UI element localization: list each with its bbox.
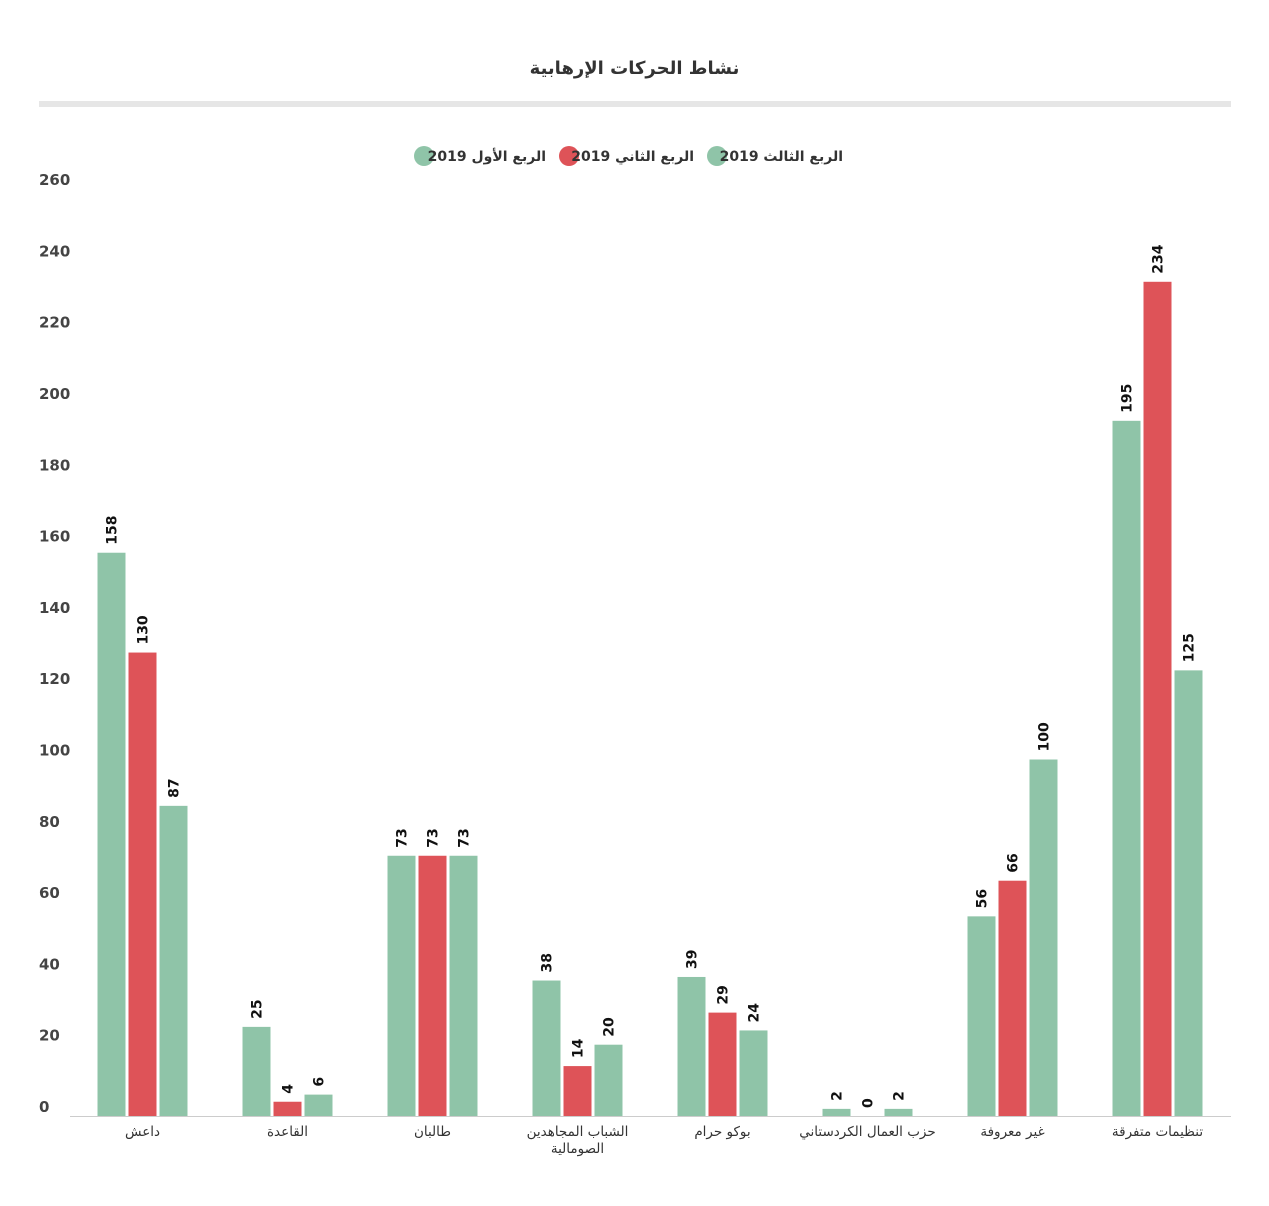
data-label: 66 [1006, 853, 1022, 872]
legend-swatch [414, 146, 434, 166]
legend-swatch [559, 146, 579, 166]
bar [1174, 670, 1203, 1116]
bar [967, 916, 996, 1116]
bar [242, 1026, 271, 1116]
data-label: 2 [892, 1091, 908, 1101]
bar [1112, 420, 1141, 1116]
y-tick-label: 180 [39, 456, 70, 474]
data-label: 2 [830, 1091, 846, 1101]
x-tick-label: حزب العمال الكردستاني [799, 1124, 935, 1140]
data-label: 20 [602, 1017, 618, 1037]
data-label: 87 [167, 778, 183, 797]
data-label: 130 [136, 615, 152, 644]
data-label: 56 [975, 889, 991, 908]
data-label: 25 [250, 999, 266, 1018]
x-tick-label: الصومالية [551, 1141, 604, 1157]
y-tick-label: 260 [39, 171, 70, 189]
bar [677, 976, 706, 1116]
data-label: 73 [395, 828, 411, 847]
data-label: 158 [105, 515, 121, 544]
y-axis: 0 20 40 60 80 100 120 140 160 180 200 220 240 260 [39, 171, 70, 1116]
data-label: 29 [716, 985, 732, 1004]
bar [387, 855, 416, 1116]
data-label: 38 [540, 953, 556, 972]
legend-label: الربع الثاني 2019 [571, 149, 694, 165]
y-tick-label: 80 [39, 813, 60, 831]
legend: الربع الأول 2019 الربع الثاني 2019 الربع ا… [414, 146, 843, 166]
y-tick-label: 120 [39, 670, 70, 688]
data-label: 100 [1037, 722, 1053, 751]
bar [1029, 759, 1058, 1116]
legend-label: الربع الأول 2019 [428, 148, 546, 165]
bar [273, 1101, 302, 1116]
bar [998, 880, 1027, 1116]
x-tick-label: غير معروفة [980, 1124, 1044, 1140]
x-tick-label: بوكو حرام [694, 1124, 750, 1140]
y-tick-label: 220 [39, 314, 70, 332]
data-label: 24 [747, 1003, 763, 1023]
data-label: 14 [571, 1038, 587, 1058]
y-tick-label: 240 [39, 242, 70, 260]
y-tick-label: 100 [39, 742, 70, 760]
x-tick-label: داعش [125, 1124, 160, 1140]
x-tick-label: الشباب المجاهدين [527, 1124, 629, 1140]
legend-swatch [707, 146, 727, 166]
bar [739, 1030, 768, 1116]
data-label: 73 [457, 828, 473, 847]
data-label: 73 [426, 828, 442, 847]
bar [449, 855, 478, 1116]
data-label: 6 [312, 1077, 328, 1087]
data-label: 234 [1151, 244, 1167, 273]
bar [128, 652, 157, 1116]
x-tick-label: طالبان [414, 1124, 451, 1140]
y-tick-label: 20 [39, 1027, 60, 1045]
bar [884, 1108, 913, 1116]
data-label: 39 [685, 949, 701, 968]
data-label: 125 [1182, 633, 1198, 662]
legend-label: الربع الثالث 2019 [720, 149, 843, 165]
y-tick-label: 60 [39, 884, 60, 902]
y-tick-label: 140 [39, 599, 70, 617]
y-tick-label: 40 [39, 955, 60, 973]
data-label: 4 [281, 1084, 297, 1094]
bar [563, 1066, 592, 1116]
bar [822, 1108, 851, 1116]
y-tick-label: 200 [39, 385, 70, 403]
y-tick-label: 0 [39, 1098, 49, 1116]
bar [594, 1044, 623, 1116]
data-label: 195 [1120, 384, 1136, 413]
bar [418, 855, 447, 1116]
bar [1143, 281, 1172, 1116]
bar [304, 1094, 333, 1116]
bar [159, 805, 188, 1116]
x-axis: داعش القاعدة طالبان الشباب المجاهدينالصومال… [70, 1116, 1231, 1157]
data-label: 0 [861, 1098, 877, 1108]
y-tick-label: 160 [39, 528, 70, 546]
bar [97, 552, 126, 1116]
x-tick-label: تنظيمات متفرقة [1112, 1124, 1203, 1140]
bar [532, 980, 561, 1116]
bar [708, 1012, 737, 1116]
title-divider [39, 101, 1231, 107]
chart-title: نشاط الحركات الإرهابية [529, 58, 740, 79]
x-tick-label: القاعدة [267, 1124, 308, 1140]
